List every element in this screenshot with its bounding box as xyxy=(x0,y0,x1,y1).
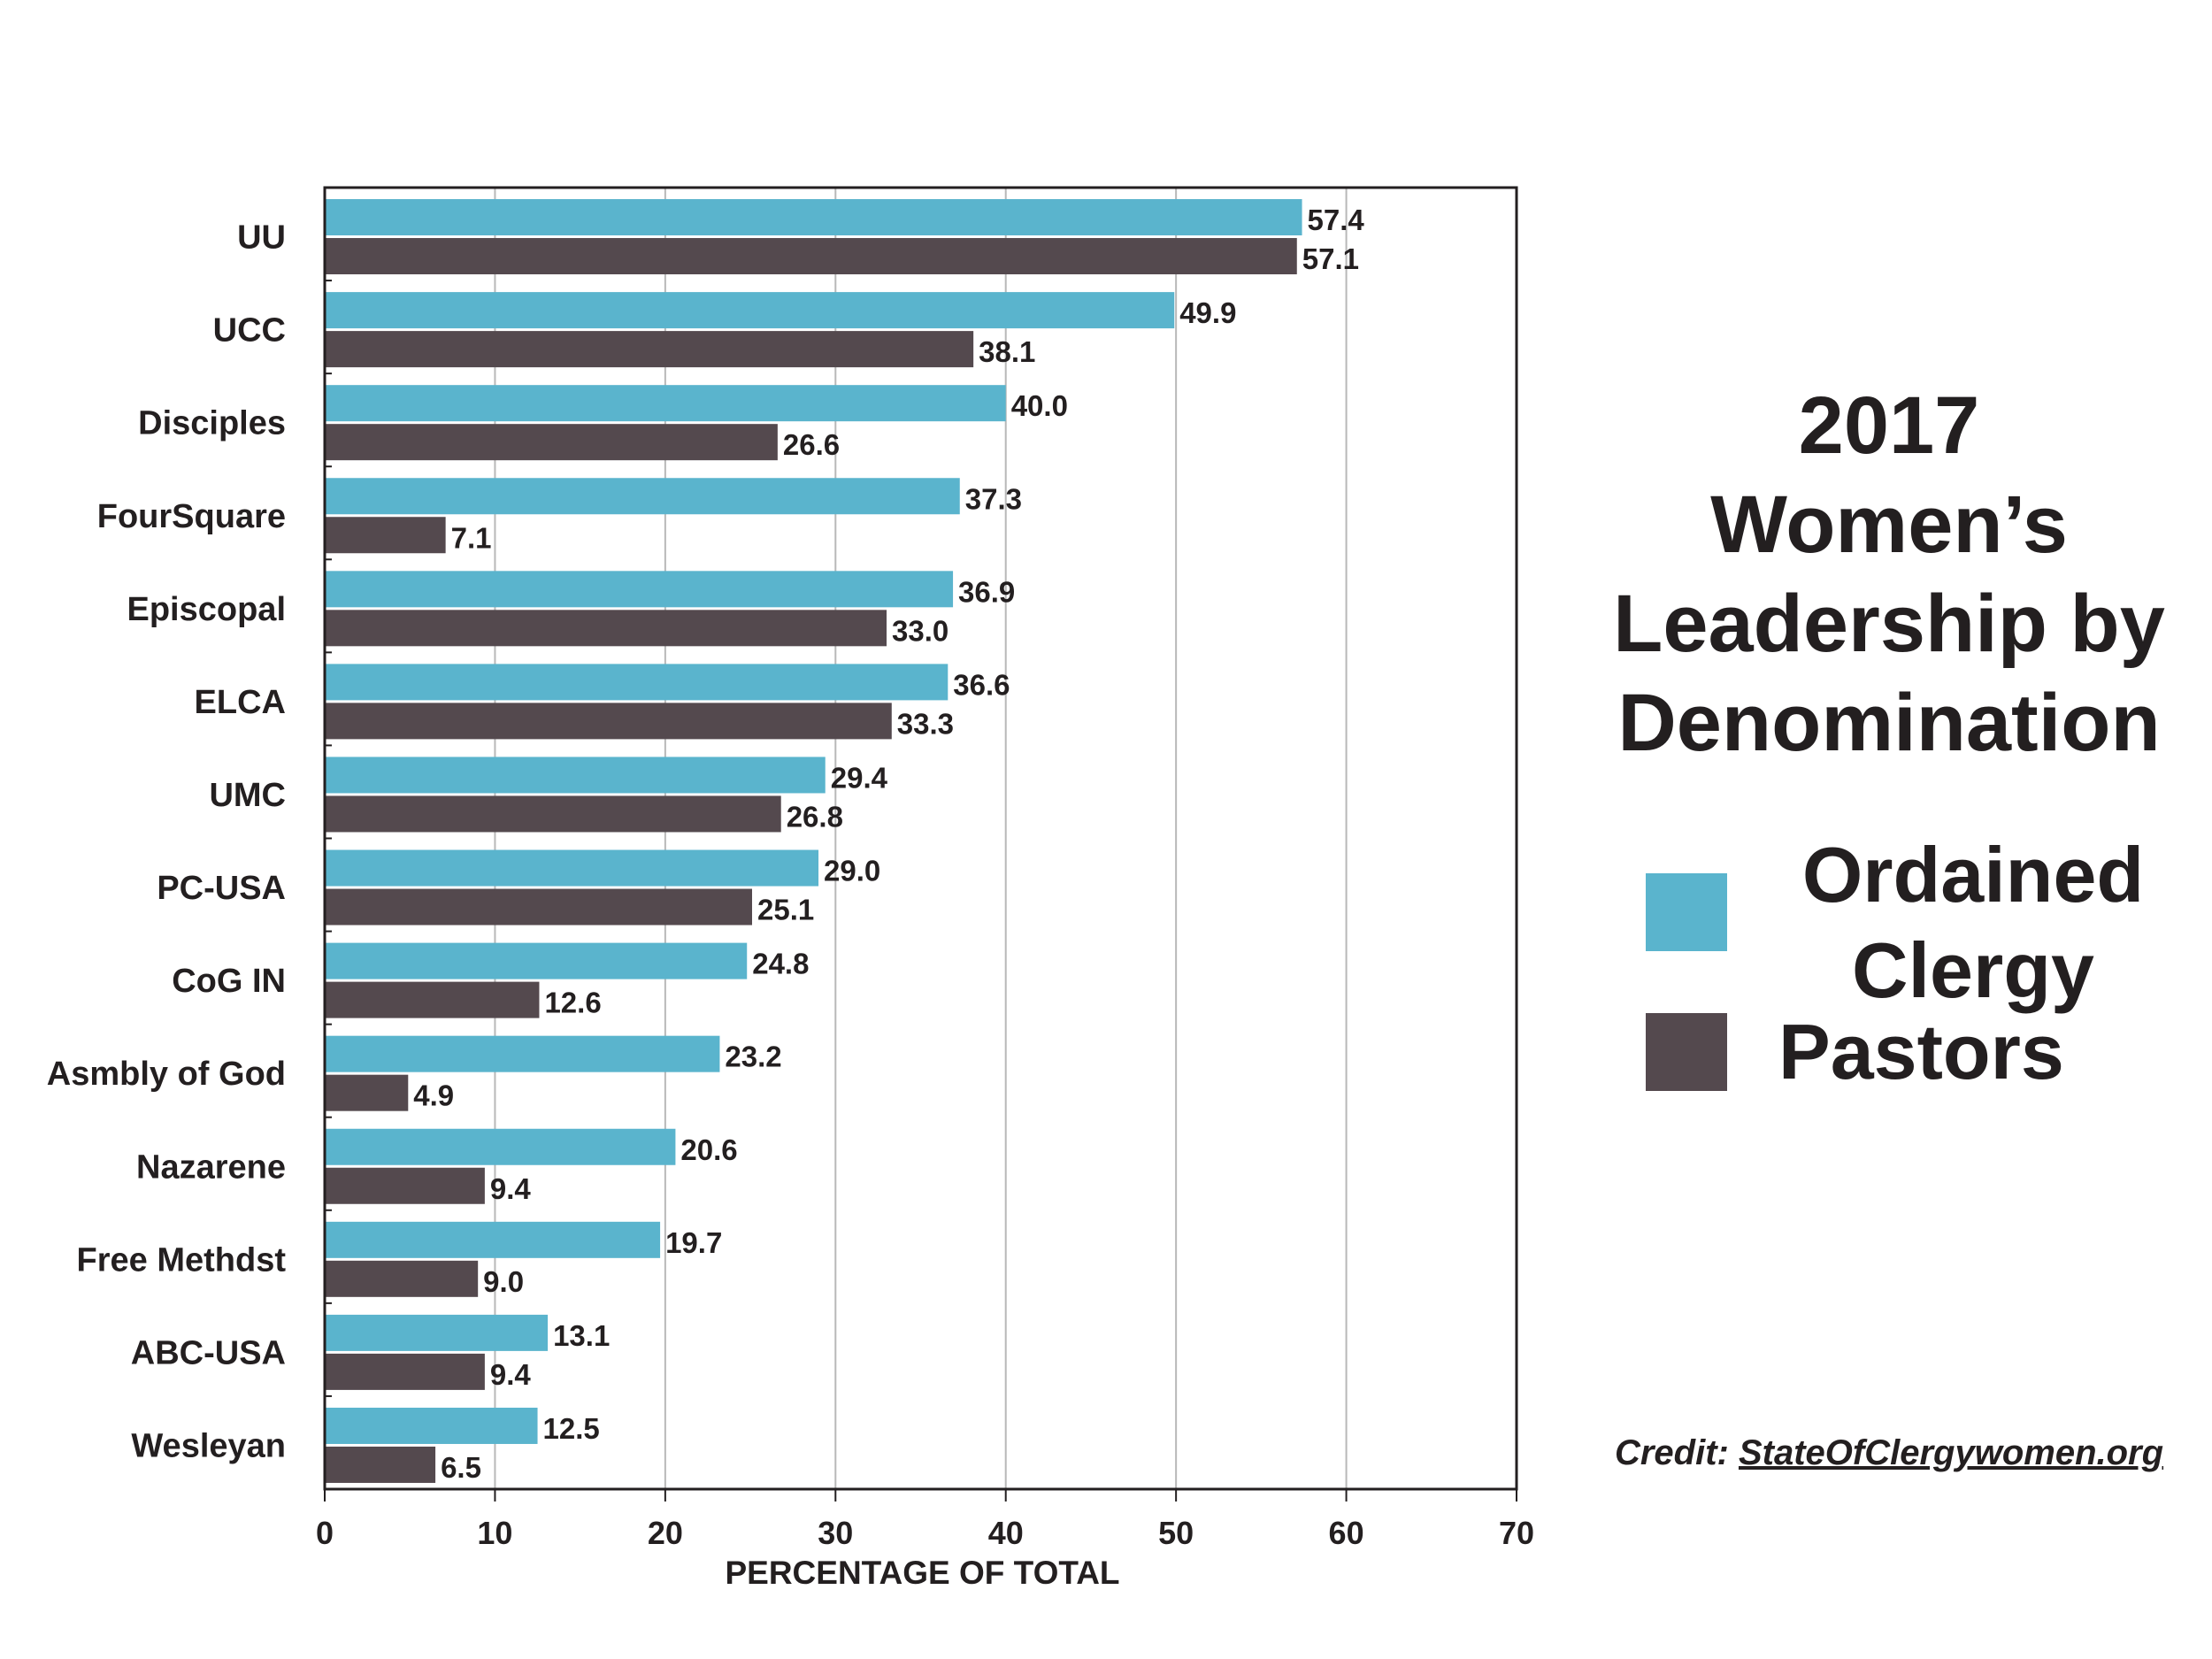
x-axis-title: PERCENTAGE OF TOTAL xyxy=(725,1555,1119,1591)
category-label: Nazarene xyxy=(136,1148,286,1186)
data-label: 24.8 xyxy=(752,948,809,980)
bar-ordained-clergy xyxy=(325,385,1006,422)
data-label: 57.1 xyxy=(1302,242,1359,275)
legend-swatch-ordained-clergy xyxy=(1646,873,1727,951)
data-label: 33.3 xyxy=(897,707,954,740)
category-label: ELCA xyxy=(195,684,286,721)
x-tick-label: 10 xyxy=(477,1515,512,1551)
data-label: 38.1 xyxy=(979,335,1035,368)
data-label: 7.1 xyxy=(451,521,492,554)
data-label: 36.9 xyxy=(958,575,1015,608)
chart-title: 2017 Women’s Leadership by Denomination xyxy=(1584,376,2194,772)
bar-pastors xyxy=(325,610,887,647)
data-label: 13.1 xyxy=(553,1319,610,1352)
legend-swatch-pastors xyxy=(1646,1013,1727,1091)
bar-ordained-clergy xyxy=(325,478,960,515)
bar-ordained-clergy xyxy=(325,292,1175,329)
category-label: CoG IN xyxy=(172,963,286,1000)
data-label: 20.6 xyxy=(680,1133,737,1166)
title-line-2: Women’s xyxy=(1710,480,2068,570)
x-tick-label: 20 xyxy=(648,1515,683,1551)
category-label: UU xyxy=(237,219,286,257)
x-tick-label: 0 xyxy=(316,1515,334,1551)
data-label: 40.0 xyxy=(1011,389,1068,422)
x-tick-label: 50 xyxy=(1158,1515,1194,1551)
x-tick-label: 30 xyxy=(818,1515,853,1551)
bar-pastors xyxy=(325,331,974,368)
title-line-3: Leadership by xyxy=(1613,579,2165,669)
bar-pastors xyxy=(325,238,1297,275)
data-label: 9.4 xyxy=(490,1358,532,1391)
category-label: PC-USA xyxy=(157,870,286,907)
data-label: 29.4 xyxy=(831,761,888,794)
bar-pastors xyxy=(325,1353,485,1390)
data-label: 23.2 xyxy=(725,1041,781,1073)
bar-ordained-clergy xyxy=(325,1407,538,1444)
data-label: 12.6 xyxy=(544,987,601,1019)
category-label: UMC xyxy=(209,777,286,814)
data-label: 26.6 xyxy=(783,428,840,461)
legend-label-ordained-clergy: Ordained Clergy xyxy=(1778,827,2168,1018)
plot-frame xyxy=(323,186,1518,1491)
bar-pastors xyxy=(325,1074,409,1111)
legend-label-ordained-line-2: Clergy xyxy=(1852,926,2094,1014)
data-label: 37.3 xyxy=(965,482,1022,515)
category-label: Disciples xyxy=(138,405,286,442)
data-label: 6.5 xyxy=(441,1451,481,1484)
data-label: 4.9 xyxy=(413,1079,454,1112)
bar-ordained-clergy xyxy=(325,664,949,701)
category-label: UCC xyxy=(213,312,286,349)
title-line-1: 2017 xyxy=(1798,380,1980,471)
bar-pastors xyxy=(325,888,752,926)
data-label: 29.0 xyxy=(824,855,880,887)
x-tick-label: 60 xyxy=(1329,1515,1364,1551)
data-label: 26.8 xyxy=(787,800,843,833)
data-label: 49.9 xyxy=(1179,296,1236,329)
bar-pastors xyxy=(325,424,778,461)
title-line-4: Denomination xyxy=(1617,678,2161,768)
bar-ordained-clergy xyxy=(325,199,1302,236)
legend-item-ordained-clergy: Ordained Clergy xyxy=(1646,827,2194,1014)
category-label: Episcopal xyxy=(127,591,287,628)
bar-ordained-clergy xyxy=(325,1221,661,1258)
data-label: 57.4 xyxy=(1308,204,1365,236)
legend-label-ordained-line-1: Ordained xyxy=(1801,831,2145,918)
bar-pastors xyxy=(325,1446,436,1483)
credit-prefix: Credit: xyxy=(1614,1433,1729,1472)
category-label: ABC-USA xyxy=(131,1334,286,1371)
bar-ordained-clergy xyxy=(325,849,819,887)
bar-ordained-clergy xyxy=(325,757,826,794)
bar-ordained-clergy xyxy=(325,1035,720,1072)
bar-ordained-clergy xyxy=(325,942,748,979)
data-label: 36.6 xyxy=(953,668,1010,701)
bar-pastors xyxy=(325,517,446,554)
bar-ordained-clergy xyxy=(325,1314,549,1351)
category-label: Wesleyan xyxy=(131,1427,286,1464)
legend: Ordained Clergy Pastors xyxy=(1646,827,2194,1110)
credit: Credit: StateOfClergywomen.org xyxy=(1584,1433,2194,1473)
legend-item-pastors: Pastors xyxy=(1646,1004,2194,1110)
data-label: 12.5 xyxy=(543,1412,600,1445)
bar-pastors xyxy=(325,795,781,833)
x-tick-label: 40 xyxy=(988,1515,1024,1551)
data-label: 19.7 xyxy=(665,1226,722,1259)
bar-ordained-clergy xyxy=(325,1128,676,1165)
legend-label-pastors: Pastors xyxy=(1778,1008,2064,1095)
data-label: 9.4 xyxy=(490,1172,532,1205)
x-tick-label: 70 xyxy=(1499,1515,1534,1551)
bar-pastors xyxy=(325,981,540,1018)
bar-pastors xyxy=(325,1167,485,1204)
category-label: Asmbly of God xyxy=(47,1056,286,1093)
credit-link[interactable]: StateOfClergywomen.org xyxy=(1738,1433,2164,1472)
data-label: 9.0 xyxy=(483,1265,524,1298)
data-label: 33.0 xyxy=(892,614,949,647)
bar-pastors xyxy=(325,703,892,740)
category-label: FourSquare xyxy=(97,498,286,535)
category-label: Free Methdst xyxy=(77,1241,287,1279)
data-label: 25.1 xyxy=(757,894,814,926)
bar-pastors xyxy=(325,1260,479,1297)
bar-ordained-clergy xyxy=(325,571,954,608)
